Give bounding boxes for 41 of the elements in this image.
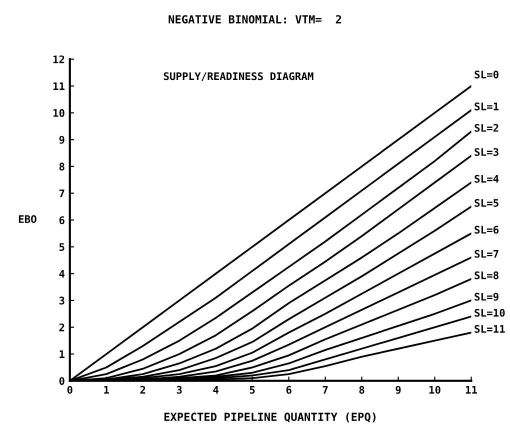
series-label: SL=10 bbox=[474, 308, 505, 317]
annotation: SUPPLY/READINESS DIAGRAM bbox=[164, 72, 314, 81]
y-tick-label: 11 bbox=[53, 82, 65, 90]
x-tick-label: 9 bbox=[396, 386, 401, 394]
y-tick-label: 1 bbox=[60, 350, 65, 358]
x-tick-label: 6 bbox=[286, 386, 292, 394]
y-tick-label: 12 bbox=[53, 55, 64, 64]
y-tick-label: 9 bbox=[59, 136, 64, 144]
series-label: SL=9 bbox=[474, 292, 498, 301]
chart-title: NEGATIVE BINOMIAL: VTM= 2 bbox=[168, 15, 342, 24]
series-label: SL=2 bbox=[474, 124, 498, 132]
x-tick-label: 1 bbox=[104, 386, 109, 394]
series-label: SL=3 bbox=[474, 148, 498, 156]
x-tick-label: 2 bbox=[140, 386, 146, 394]
y-tick-label: 2 bbox=[59, 323, 64, 332]
y-tick-label: 0 bbox=[59, 377, 64, 385]
x-tick-label: 8 bbox=[359, 386, 364, 394]
x-tick-label: 10 bbox=[429, 386, 440, 394]
series-label: SL=1 bbox=[474, 102, 499, 110]
y-tick-label: 3 bbox=[59, 296, 64, 305]
y-tick-label: 7 bbox=[59, 190, 64, 198]
series-label: SL=7 bbox=[474, 250, 498, 258]
x-axis-title: EXPECTED PIPELINE QUANTITY (EPQ) bbox=[164, 412, 376, 422]
y-tick-label: 6 bbox=[59, 216, 64, 224]
y-tick-label: 10 bbox=[53, 109, 64, 117]
series-label: SL=6 bbox=[474, 226, 499, 234]
x-tick-label: 0 bbox=[67, 386, 72, 394]
y-tick-label: 5 bbox=[59, 243, 64, 251]
series-label: SL=0 bbox=[474, 70, 498, 78]
x-tick-label: 11 bbox=[466, 386, 478, 394]
series-label: SL=11 bbox=[474, 324, 505, 333]
series-label: SL=8 bbox=[474, 271, 498, 280]
series-label: SL=4 bbox=[474, 174, 499, 183]
x-tick-label: 4 bbox=[213, 386, 218, 394]
x-tick-label: 3 bbox=[176, 386, 182, 394]
series-label: SL=5 bbox=[474, 198, 498, 207]
x-tick-label: 7 bbox=[322, 386, 328, 394]
y-tick-label: 8 bbox=[59, 162, 64, 171]
x-tick-label: 5 bbox=[250, 386, 255, 394]
y-tick-label: 4 bbox=[59, 270, 65, 278]
y-axis-title: EBO bbox=[18, 215, 36, 224]
